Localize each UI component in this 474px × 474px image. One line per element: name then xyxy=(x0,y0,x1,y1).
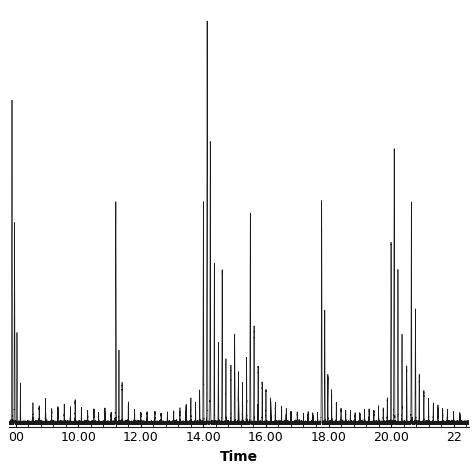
X-axis label: Time: Time xyxy=(220,450,258,464)
